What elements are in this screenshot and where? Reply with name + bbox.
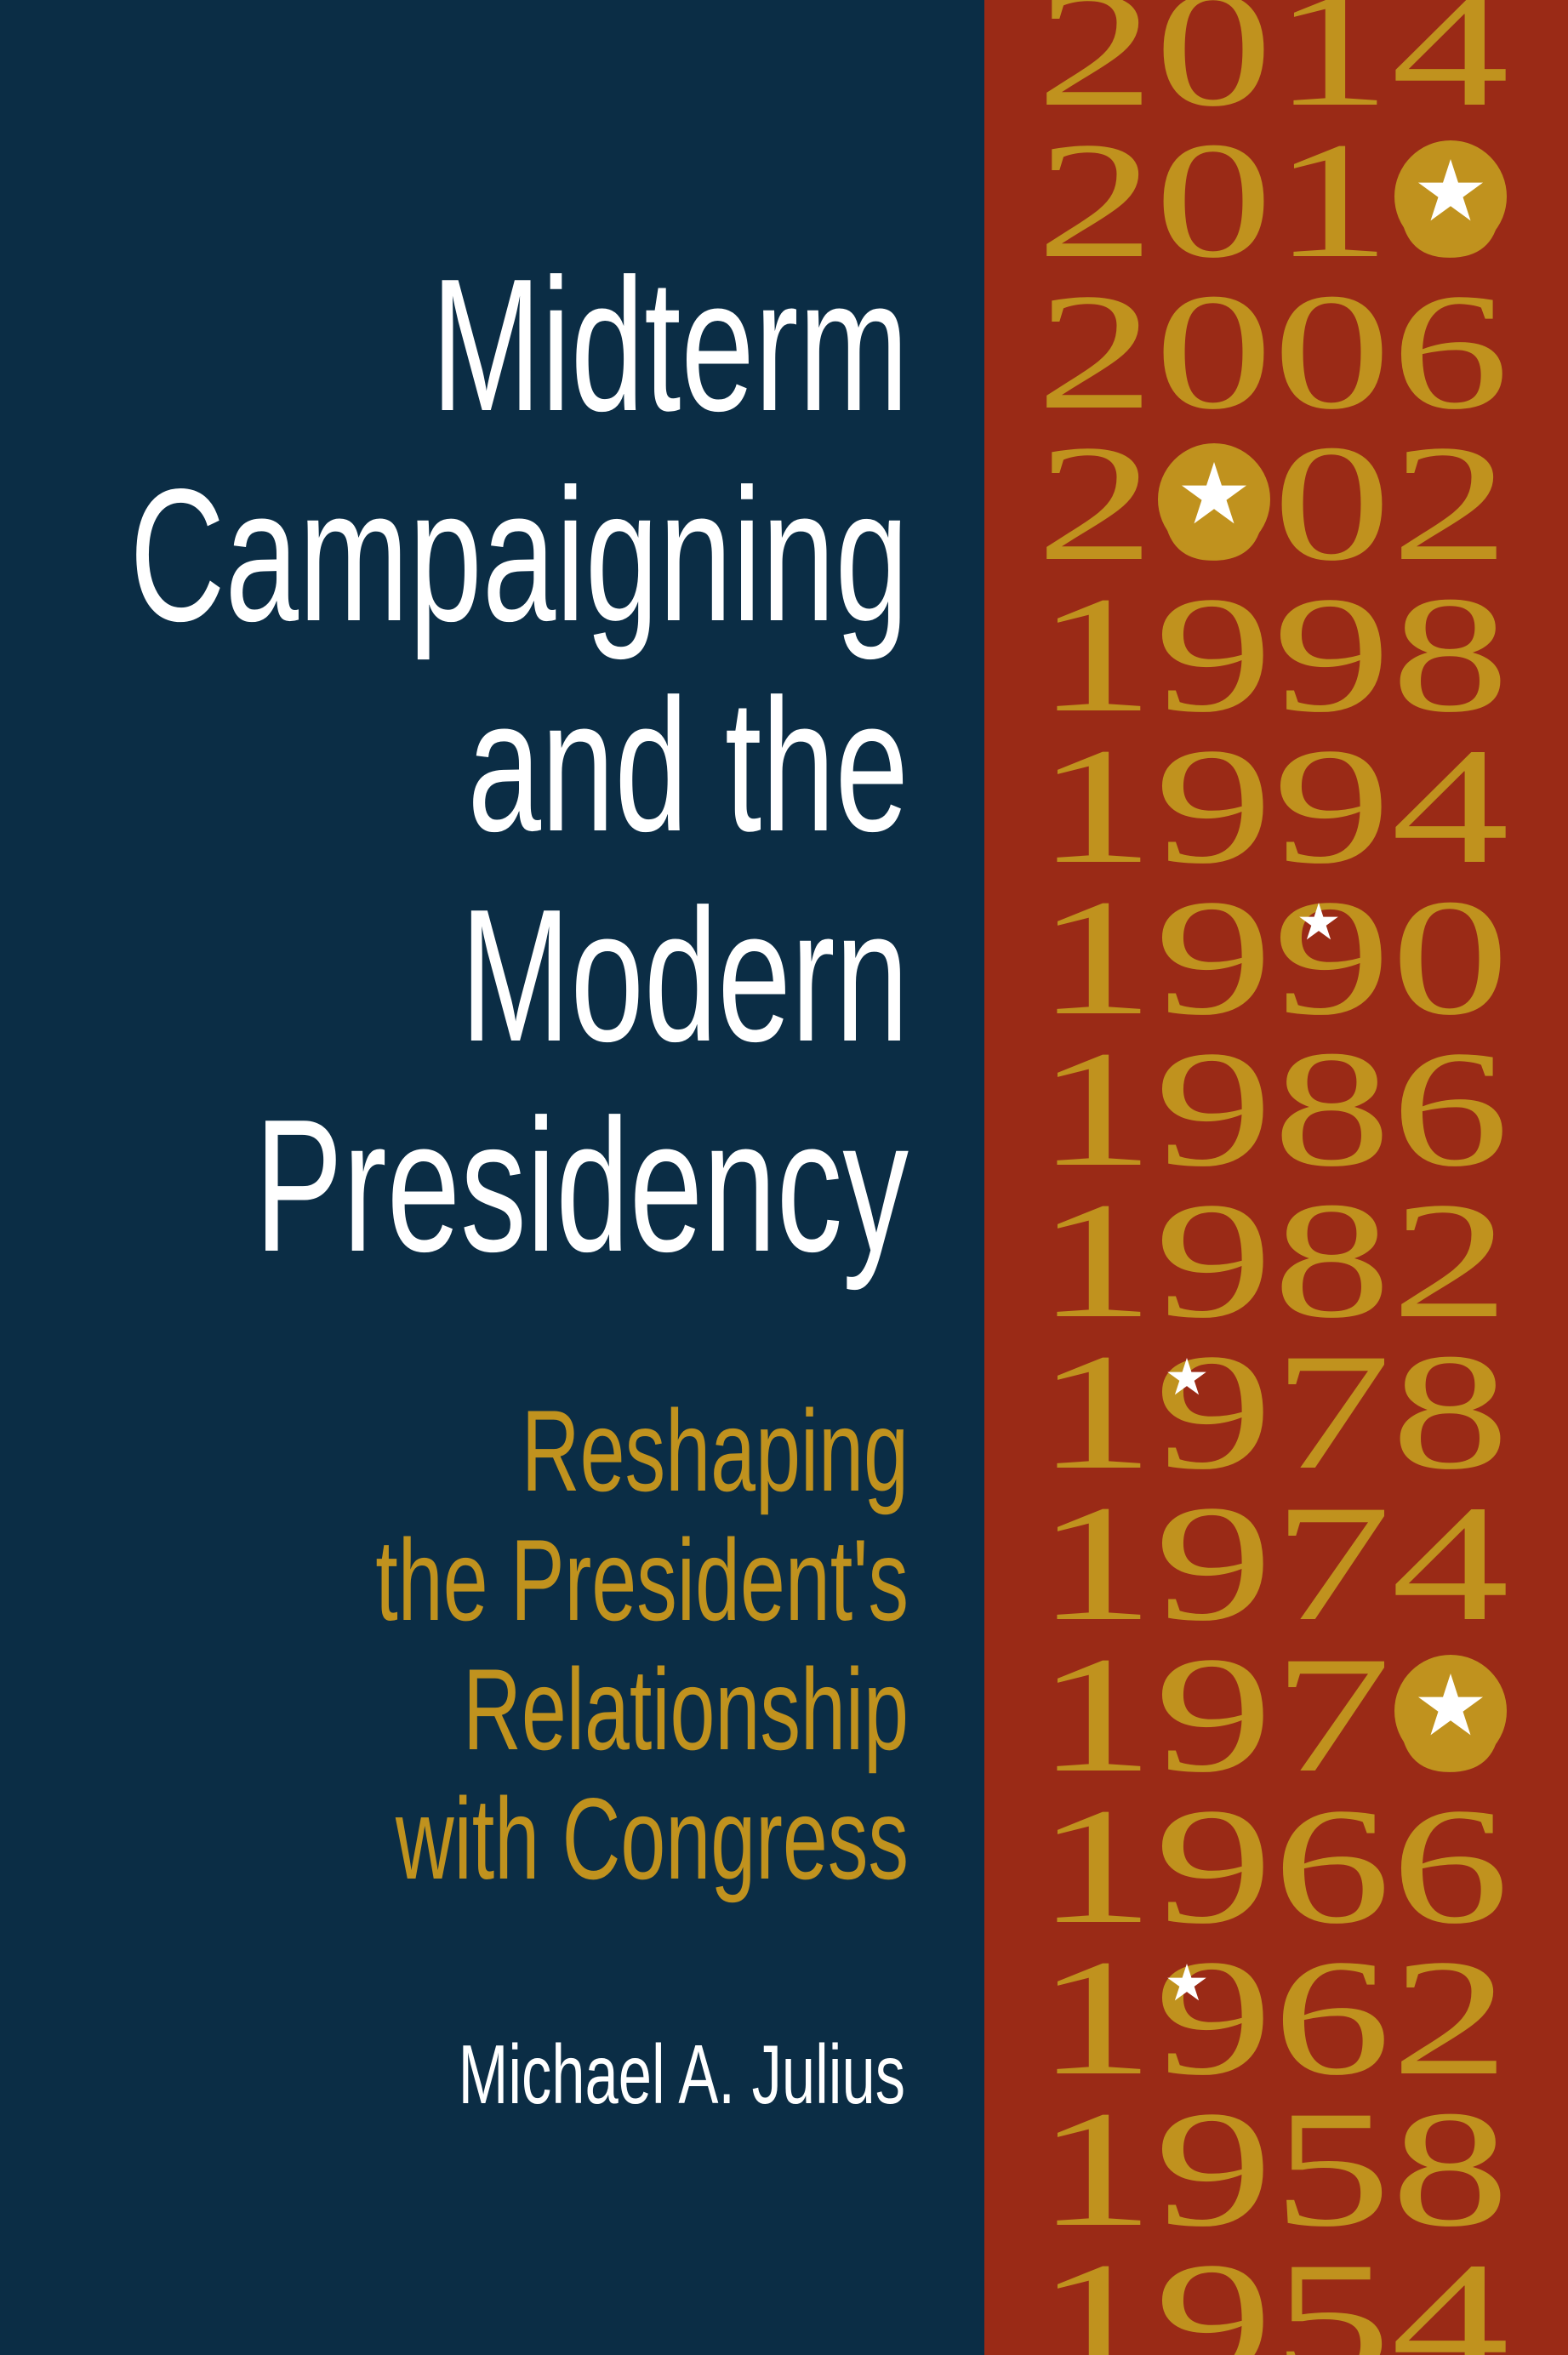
title-line: Presidency bbox=[254, 1081, 909, 1292]
title-line: Midterm bbox=[431, 240, 909, 451]
year: 2002 bbox=[1036, 411, 1509, 596]
subtitle-line: Reshaping bbox=[522, 1386, 909, 1515]
year: 2006 bbox=[1036, 259, 1509, 444]
year: 1978 bbox=[1036, 1320, 1509, 1504]
year: 1958 bbox=[1036, 2077, 1509, 2261]
star-decorations bbox=[1158, 140, 1507, 2001]
year: 1966 bbox=[1036, 1774, 1509, 1959]
year: 1990 bbox=[1036, 865, 1509, 1050]
left-panel bbox=[0, 0, 984, 2355]
subtitle-line: with Congress bbox=[395, 1774, 909, 1903]
title-line: and the bbox=[468, 660, 909, 871]
year: 1962 bbox=[1036, 1925, 1509, 2110]
title-line: Modern bbox=[460, 870, 909, 1081]
year: 1998 bbox=[1036, 562, 1509, 747]
year: 1974 bbox=[1036, 1471, 1509, 1656]
year: 1994 bbox=[1036, 714, 1509, 898]
title-line: Campaigning bbox=[129, 450, 909, 661]
year: 1954 bbox=[1036, 2228, 1509, 2355]
right-panel bbox=[984, 0, 1568, 2355]
year: 2014 bbox=[1036, 0, 1509, 141]
year-column: 2014201020062002199819941990198619821978… bbox=[1036, 0, 1509, 2355]
author: Michael A. Julius bbox=[459, 2029, 905, 2122]
subtitle-line: the President's bbox=[375, 1515, 909, 1645]
year: 1982 bbox=[1036, 1168, 1509, 1353]
subtitle-line: Relationship bbox=[463, 1645, 909, 1774]
year: 1986 bbox=[1036, 1017, 1509, 1201]
